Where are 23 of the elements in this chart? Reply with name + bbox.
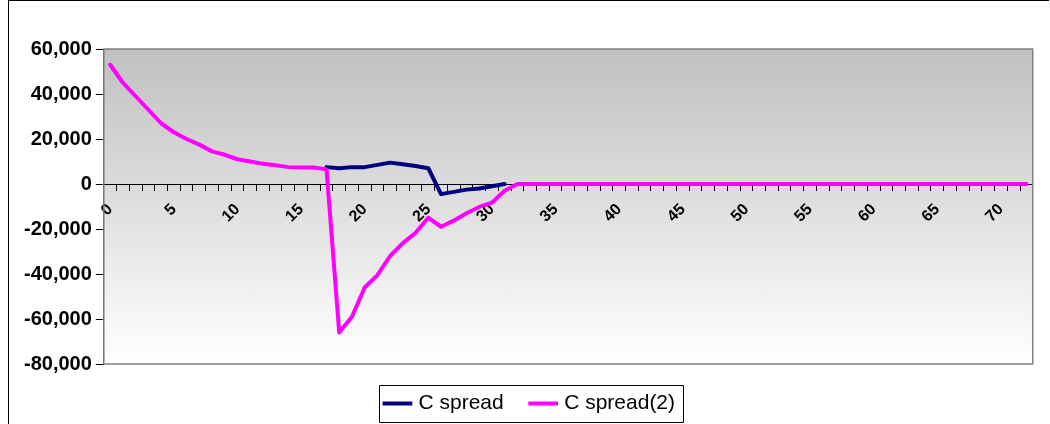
y-tick-label: -80,000 — [23, 351, 92, 374]
legend-label: C spread — [418, 390, 504, 414]
x-tick-label: 60 — [854, 199, 879, 225]
x-tick-label: 70 — [981, 199, 1007, 225]
y-tick-label: -20,000 — [23, 216, 92, 239]
x-tick-label: 35 — [536, 199, 561, 225]
y-tick-label: 40,000 — [30, 81, 92, 104]
x-tick-label: 15 — [281, 199, 307, 225]
x-tick-label: 45 — [663, 199, 689, 225]
x-tick-label: 40 — [599, 199, 625, 225]
y-tick-label: -60,000 — [23, 306, 92, 329]
y-tick-label: 60,000 — [30, 36, 92, 59]
x-tick-label: 5 — [160, 199, 180, 219]
x-tick-label: 65 — [917, 199, 943, 225]
y-tick-label: 20,000 — [30, 126, 92, 149]
x-tick-label: 20 — [345, 199, 370, 225]
x-tick-label: 25 — [408, 199, 434, 225]
y-tick-label: -40,000 — [23, 261, 92, 284]
legend-label: C spread(2) — [564, 390, 676, 414]
x-tick-label: 10 — [218, 199, 243, 225]
x-tick-label: 55 — [790, 199, 816, 225]
y-tick-label: 0 — [80, 171, 92, 194]
x-tick-label: 50 — [727, 199, 752, 225]
